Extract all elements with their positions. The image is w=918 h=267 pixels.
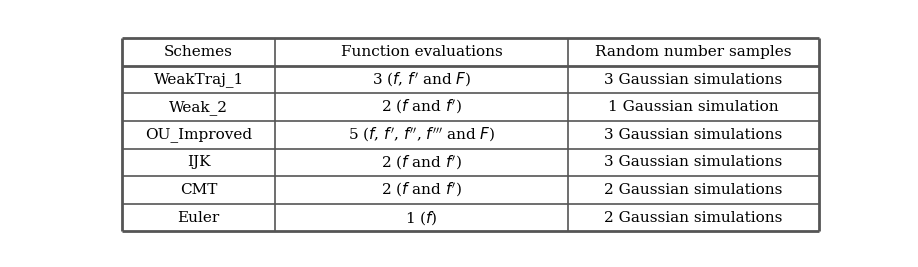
Text: 1 ($f$): 1 ($f$) [406,209,438,226]
Text: 3 Gaussian simulations: 3 Gaussian simulations [604,155,783,170]
Text: 2 ($f$ and $f'$): 2 ($f$ and $f'$) [381,98,462,116]
Text: Random number samples: Random number samples [596,45,792,59]
Text: Function evaluations: Function evaluations [341,45,502,59]
Text: 5 ($f$, $f'$, $f''$, $f'''$ and $F$): 5 ($f$, $f'$, $f''$, $f'''$ and $F$) [348,126,496,144]
Text: 3 Gaussian simulations: 3 Gaussian simulations [604,73,783,87]
Text: WeakTraj_1: WeakTraj_1 [153,72,243,87]
Text: 1 Gaussian simulation: 1 Gaussian simulation [609,100,778,114]
Text: OU_Improved: OU_Improved [145,127,252,142]
Text: 3 ($f$, $f'$ and $F$): 3 ($f$, $f'$ and $F$) [372,70,471,89]
Text: Weak_2: Weak_2 [169,100,228,115]
Text: 2 Gaussian simulations: 2 Gaussian simulations [604,211,783,225]
Text: Euler: Euler [177,211,219,225]
Text: CMT: CMT [180,183,218,197]
Text: Schemes: Schemes [164,45,233,59]
Text: 3 Gaussian simulations: 3 Gaussian simulations [604,128,783,142]
Text: 2 ($f$ and $f'$): 2 ($f$ and $f'$) [381,181,462,199]
Text: 2 ($f$ and $f'$): 2 ($f$ and $f'$) [381,153,462,172]
Text: IJK: IJK [186,155,210,170]
Text: 2 Gaussian simulations: 2 Gaussian simulations [604,183,783,197]
